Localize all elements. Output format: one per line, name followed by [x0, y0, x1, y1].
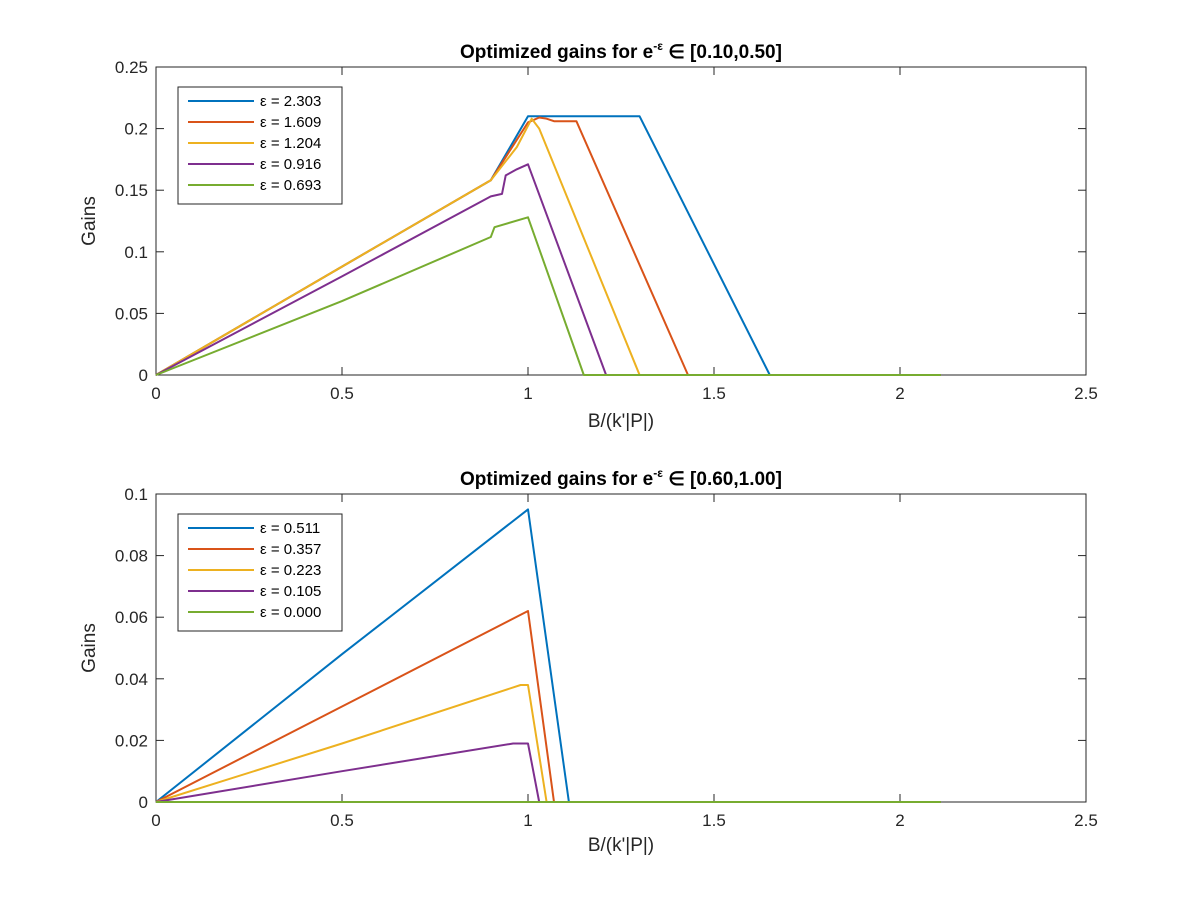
series-line	[155, 216, 941, 376]
x-tick-label: 0	[151, 811, 160, 830]
legend-label: ε = 1.204	[260, 135, 321, 152]
x-tick-label: 1	[523, 811, 532, 830]
y-tick-label: 0.05	[115, 304, 148, 323]
y-tick-label: 0.1	[124, 243, 148, 262]
x-tick-label: 0.5	[330, 811, 354, 830]
x-tick-label: 0	[151, 384, 160, 403]
y-tick-label: 0	[139, 793, 148, 812]
x-axis-label: B/(k'|P|)	[588, 411, 654, 432]
legend-label: ε = 1.609	[260, 114, 321, 131]
legend-label: ε = 0.357	[260, 541, 321, 558]
y-axis-label: Gains	[79, 623, 100, 673]
legend-label: ε = 0.223	[260, 562, 321, 579]
chart-title: Optimized gains for e-ε ∈ [0.10,0.50]	[460, 39, 782, 63]
y-tick-label: 0.04	[115, 670, 148, 689]
x-axis: 0 0.5 1 1.5 2 2.5	[151, 67, 1098, 403]
series-line	[155, 610, 941, 803]
y-tick-label: 0.06	[115, 608, 148, 627]
x-axis: 0 0.5 1 1.5 2 2.5	[151, 494, 1098, 830]
y-axis: 0 0.05 0.1 0.15 0.2 0.25	[115, 58, 1086, 385]
series-line	[155, 163, 941, 376]
y-tick-label: 0.02	[115, 731, 148, 750]
y-tick-label: 0.08	[115, 547, 148, 566]
y-tick-label: 0.15	[115, 181, 148, 200]
x-tick-label: 2.5	[1074, 384, 1098, 403]
series-line	[155, 684, 941, 803]
legend: ε = 2.303 ε = 1.609 ε = 1.204 ε = 0.916 ε = …	[177, 86, 343, 205]
y-tick-label: 0.1	[124, 485, 148, 504]
x-tick-label: 1.5	[702, 384, 726, 403]
legend: ε = 0.511 ε = 0.357 ε = 0.223 ε = 0.105 ε = …	[177, 513, 343, 632]
x-tick-label: 1.5	[702, 811, 726, 830]
legend-label: ε = 0.693	[260, 177, 321, 194]
y-tick-label: 0.2	[124, 120, 148, 139]
legend-label: ε = 0.511	[260, 520, 320, 537]
x-axis-label: B/(k'|P|)	[588, 835, 654, 856]
x-tick-label: 2	[895, 811, 904, 830]
x-tick-label: 2.5	[1074, 811, 1098, 830]
x-tick-label: 1	[523, 384, 532, 403]
legend-label: ε = 0.916	[260, 156, 321, 173]
legend-label: ε = 0.105	[260, 583, 321, 600]
y-axis-label: Gains	[79, 196, 100, 246]
series-lines	[155, 115, 941, 376]
chart-title: Optimized gains for e-ε ∈ [0.60,1.00]	[460, 466, 782, 490]
x-tick-label: 0.5	[330, 384, 354, 403]
x-tick-label: 2	[895, 384, 904, 403]
series-lines	[155, 508, 941, 803]
y-tick-label: 0.25	[115, 58, 148, 77]
legend-label: ε = 2.303	[260, 93, 321, 110]
y-tick-label: 0	[139, 366, 148, 385]
legend-label: ε = 0.000	[260, 604, 321, 621]
series-line	[155, 117, 941, 376]
series-line	[155, 742, 941, 803]
